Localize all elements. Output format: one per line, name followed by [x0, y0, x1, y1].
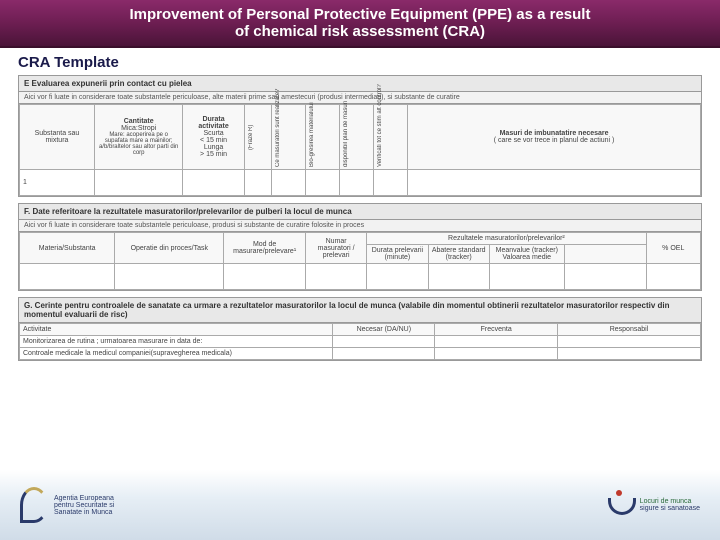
section-g: G. Cerinte pentru controalele de sanatat…	[18, 297, 702, 361]
col-mode: Mod de masurare/prelevare¹	[224, 233, 306, 264]
logo-right: Locuri de munca sigure si sanatoase	[604, 490, 700, 520]
col-material: Materia/Substanta	[20, 233, 115, 264]
section-e: E Evaluarea expunerii prin contact cu pi…	[18, 75, 702, 197]
col-verify: Verificati tot ce stim alt control?	[377, 107, 383, 167]
col-activity: Activitate	[20, 324, 333, 336]
table-row: Monitorizarea de rutina ; urmatoarea mas…	[20, 336, 701, 348]
col-count: Numar masuratori / prelevari	[306, 233, 367, 264]
footer: Agentia Europeana pentru Securitate si S…	[0, 470, 720, 540]
col-improvements: Masuri de imbunatatire necesare ( care s…	[408, 105, 701, 170]
title-line-2: of chemical risk assessment (CRA)	[10, 23, 710, 40]
section-f-sub: Aici vor fi luate in considerare toate s…	[19, 220, 701, 232]
eu-osha-icon	[20, 487, 48, 523]
section-f-table: Materia/Substanta Operatie din proces/Ta…	[19, 232, 701, 290]
title-line-1: Improvement of Personal Protective Equip…	[10, 6, 710, 23]
table-row	[20, 264, 701, 290]
col-frequency: Frecventa	[435, 324, 558, 336]
logo-left-text: Agentia Europeana pentru Securitate si S…	[54, 495, 114, 516]
col-substance: Substanta sau mixtura	[20, 105, 95, 170]
section-e-header: E Evaluarea expunerii prin contact cu pi…	[19, 76, 701, 92]
col-quantity: Cantitate Mica:Stropi Mare: acoperirea p…	[94, 105, 183, 170]
title-banner: Improvement of Personal Protective Equip…	[0, 0, 720, 48]
logo-right-text: Locuri de munca sigure si sanatoase	[640, 498, 700, 512]
col-duration-min: Durata prelevarii (minute)	[367, 245, 428, 264]
workplace-icon	[604, 490, 634, 520]
section-f: F. Date referitoare la rezultatele masur…	[18, 203, 702, 291]
col-bio: Bio-gresirea materialului	[309, 107, 315, 167]
section-g-table: Activitate Necesar (DA/NU) Frecventa Res…	[19, 323, 701, 360]
section-g-header: G. Cerinte pentru controalele de sanatat…	[19, 298, 701, 323]
col-operation: Operatie din proces/Task	[115, 233, 224, 264]
section-e-table: Substanta sau mixtura Cantitate Mica:Str…	[19, 104, 701, 196]
section-e-sub: Aici vor fi luate in considerare toate s…	[19, 92, 701, 104]
col-measurements: Ce masuratori sunt realizate?	[275, 107, 281, 167]
table-row: Controale medicale la medicul companiei(…	[20, 348, 701, 360]
col-r-phrases: (Fraze R)	[248, 107, 254, 167]
logo-left: Agentia Europeana pentru Securitate si S…	[20, 487, 114, 523]
col-required: Necesar (DA/NU)	[333, 324, 435, 336]
col-mean: Meanvalue (tracker) Valoarea medie	[489, 245, 564, 264]
subtitle: CRA Template	[0, 48, 720, 75]
section-f-header: F. Date referitoare la rezultatele masur…	[19, 204, 701, 220]
col-stddev: Abatere standard (tracker)	[428, 245, 489, 264]
col-duration: Durata activitate Scurta < 15 min Lunga …	[183, 105, 244, 170]
table-row: 1	[20, 170, 701, 196]
col-oel: % OEL	[646, 233, 700, 264]
col-plan: disponibil plan de masuri	[343, 107, 349, 167]
col-responsible: Responsabil	[557, 324, 700, 336]
col-results-span: Rezultatele masuratorilor/prelevarilor²	[367, 233, 646, 245]
